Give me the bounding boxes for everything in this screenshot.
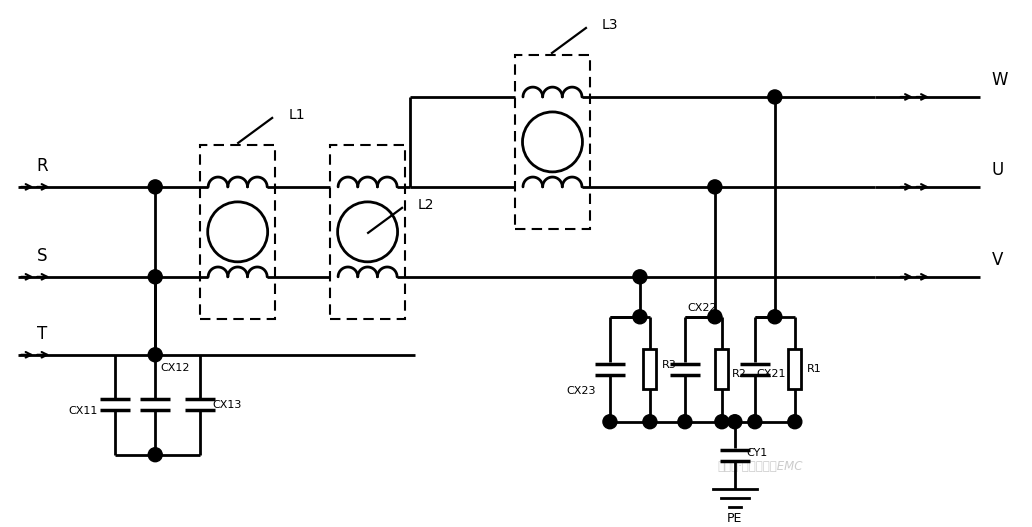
Circle shape [643, 415, 657, 429]
Text: CX13: CX13 [213, 400, 241, 409]
Text: L2: L2 [418, 198, 434, 212]
Text: W: W [992, 71, 1008, 89]
Circle shape [708, 180, 721, 194]
Circle shape [715, 415, 729, 429]
Text: CY1: CY1 [747, 448, 768, 458]
Bar [200, 145, 276, 319]
Text: CX12: CX12 [160, 363, 190, 373]
Text: S: S [37, 247, 47, 265]
Bar [330, 145, 406, 319]
Text: L3: L3 [602, 18, 618, 32]
Text: R1: R1 [807, 364, 821, 374]
Circle shape [149, 448, 162, 462]
Bar [788, 349, 801, 389]
Text: CX21: CX21 [756, 369, 786, 379]
Text: CX22: CX22 [687, 303, 716, 313]
Text: T: T [37, 325, 47, 343]
Circle shape [603, 415, 617, 429]
Text: R2: R2 [732, 369, 747, 379]
Circle shape [149, 270, 162, 284]
Text: V: V [992, 251, 1003, 269]
Text: 公众号·网凌渡口话EMC: 公众号·网凌渡口话EMC [717, 460, 803, 473]
Circle shape [149, 180, 162, 194]
Circle shape [633, 270, 647, 284]
Text: R3: R3 [662, 360, 677, 370]
Circle shape [149, 348, 162, 362]
Circle shape [768, 310, 782, 324]
Circle shape [678, 415, 691, 429]
Text: U: U [992, 161, 1004, 179]
Text: PE: PE [728, 512, 743, 525]
Circle shape [708, 310, 721, 324]
Text: L1: L1 [288, 108, 304, 122]
Text: CX23: CX23 [567, 386, 595, 396]
Bar [715, 349, 729, 389]
Text: R: R [36, 157, 49, 175]
Circle shape [768, 90, 782, 104]
Circle shape [748, 415, 762, 429]
Circle shape [728, 415, 742, 429]
Bar [643, 349, 656, 389]
Circle shape [633, 310, 647, 324]
Circle shape [787, 415, 802, 429]
Text: CX11: CX11 [68, 406, 97, 416]
Bar [515, 55, 590, 229]
